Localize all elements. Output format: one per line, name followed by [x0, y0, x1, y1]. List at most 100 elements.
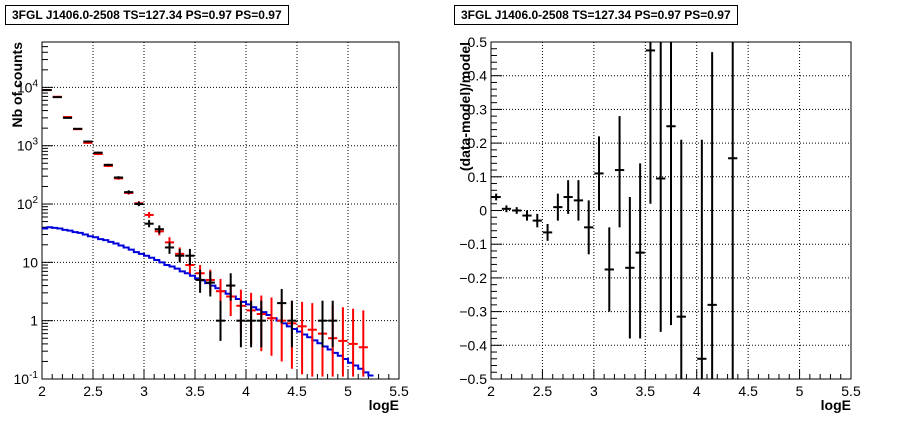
residual-point: [532, 213, 542, 228]
right-x-tick-label: 3: [590, 383, 598, 399]
left-plot-title: 3FGL J1406.0-2508 TS=127.34 PS=0.97 PS=0…: [5, 5, 289, 25]
right-x-tick-label: 3.5: [636, 383, 656, 399]
data-point: [287, 300, 297, 348]
residual-point: [501, 205, 512, 213]
left-x-axis-label: logE: [369, 397, 399, 413]
data-point: [256, 300, 266, 348]
data-point: [317, 300, 328, 348]
residual-point: [625, 197, 635, 339]
right-y-tick-label: −0.2: [459, 270, 487, 286]
data-point: [236, 300, 246, 348]
data-point: [83, 140, 93, 143]
data-point: [328, 300, 338, 348]
total-model-point: [338, 307, 348, 377]
left-plot-frame: [41, 41, 400, 380]
total-model-point: [144, 212, 154, 218]
left-y-tick-label: 10: [22, 254, 38, 270]
right-x-axis-label: logE: [821, 397, 851, 413]
residual-point: [553, 193, 563, 221]
residual-point: [707, 52, 717, 379]
left-y-tick-label: 104: [17, 78, 39, 95]
right-x-tick-label: 4: [693, 383, 701, 399]
right-x-tick-label: 2: [487, 383, 495, 399]
right-grid: [491, 42, 851, 379]
residual-point: [656, 42, 666, 332]
residual-point: [512, 207, 522, 214]
left-x-tick-label: 4: [242, 383, 250, 399]
data-point: [144, 220, 154, 228]
total-model-point: [266, 297, 277, 356]
residual-point: [728, 42, 738, 379]
data-point: [103, 163, 113, 166]
left-y-tick-label: 102: [17, 195, 39, 212]
right-y-tick-label: 0: [479, 203, 487, 219]
residual-point: [594, 136, 604, 211]
residual-point: [604, 227, 614, 312]
data-point: [277, 288, 287, 324]
left-y-tick-label: 10-1: [14, 370, 39, 387]
data-point: [52, 96, 62, 99]
right-x-tick-label: 5: [796, 383, 804, 399]
left-y-tick-label: 103: [17, 137, 39, 154]
total-model-point: [358, 310, 368, 377]
residual-point: [635, 163, 645, 339]
right-y-tick-label: −0.3: [459, 304, 487, 320]
residual-point: [491, 193, 501, 201]
right-y-tick-label: 0.1: [468, 169, 488, 185]
component-model-step-line: [42, 226, 374, 377]
total-model-point: [348, 308, 358, 377]
right-y-tick-label: 0.2: [468, 135, 488, 151]
right-x-tick-label: 4.5: [738, 383, 758, 399]
left-x-tick-label: 4.5: [287, 383, 307, 399]
data-point: [205, 271, 215, 297]
data-point: [113, 176, 124, 179]
data-point: [164, 242, 175, 254]
left-x-tick-label: 5: [344, 383, 352, 399]
residual-point: [573, 180, 584, 221]
total-model-point: [307, 303, 317, 377]
left-x-tick-label: 2.5: [83, 383, 103, 399]
data-point: [124, 190, 134, 194]
data-point: [62, 116, 73, 119]
left-grid: [42, 42, 399, 379]
residual-point: [645, 42, 656, 204]
data-point: [195, 269, 205, 293]
left-x-tick-label: 3: [140, 383, 148, 399]
residual-point: [542, 223, 553, 241]
right-y-tick-label: 0.4: [468, 68, 488, 84]
right-y-axis-label: (data-model)/model: [457, 42, 473, 171]
residual-point: [614, 116, 625, 228]
residual-point: [584, 200, 594, 255]
right-y-tick-label: −0.4: [459, 337, 487, 353]
data-point: [175, 248, 185, 263]
right-plot-title: 3FGL J1406.0-2508 TS=127.34 PS=0.97 PS=0…: [454, 5, 738, 25]
residual-point: [666, 42, 676, 326]
left-x-tick-label: 5.5: [389, 383, 409, 399]
right-y-tick-label: 0.5: [468, 34, 488, 50]
residual-point: [522, 210, 532, 221]
data-point: [73, 127, 83, 130]
data-point: [246, 300, 256, 348]
residual-point: [676, 139, 686, 379]
left-x-tick-label: 2: [38, 383, 46, 399]
data-point: [226, 273, 236, 301]
data-point: [154, 225, 164, 234]
total-model-point: [297, 301, 307, 375]
right-y-tick-label: −0.5: [459, 371, 487, 387]
left-x-tick-label: 3.5: [185, 383, 205, 399]
left-plot-area: [42, 89, 374, 377]
right-x-tick-label: 5.5: [841, 383, 861, 399]
right-y-tick-label: −0.1: [459, 236, 487, 252]
right-y-tick-label: 0.3: [468, 101, 488, 117]
residual-point: [697, 139, 707, 379]
data-point: [42, 89, 52, 92]
data-point: [93, 151, 103, 154]
data-point: [215, 300, 226, 341]
left-y-tick-label: 1: [30, 313, 38, 329]
data-point: [134, 201, 144, 207]
right-x-tick-label: 2.5: [533, 383, 553, 399]
right-plot-area: [491, 42, 738, 379]
left-y-axis-label: Nb of counts: [9, 42, 25, 128]
residual-point: [563, 180, 573, 214]
